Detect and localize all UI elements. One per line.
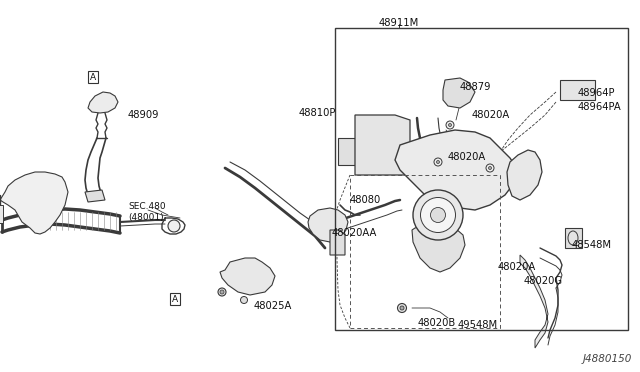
Polygon shape <box>220 258 275 295</box>
Ellipse shape <box>449 124 451 126</box>
Polygon shape <box>355 115 410 175</box>
Bar <box>335 28 628 330</box>
Polygon shape <box>520 255 548 348</box>
Polygon shape <box>560 80 595 100</box>
Text: 48548M: 48548M <box>572 240 612 250</box>
Ellipse shape <box>168 220 180 232</box>
Text: 48964P: 48964P <box>578 88 616 98</box>
Ellipse shape <box>434 158 442 166</box>
Polygon shape <box>0 172 68 234</box>
Ellipse shape <box>397 304 406 312</box>
Polygon shape <box>395 130 518 210</box>
Text: 48020G: 48020G <box>524 276 563 286</box>
Text: (48001): (48001) <box>128 213 164 222</box>
Ellipse shape <box>220 290 224 294</box>
Ellipse shape <box>413 190 463 240</box>
Ellipse shape <box>486 164 494 172</box>
Text: 48020A: 48020A <box>472 110 510 120</box>
Text: 48909: 48909 <box>128 110 159 120</box>
Ellipse shape <box>436 160 440 164</box>
Text: 48020A: 48020A <box>448 152 486 162</box>
Ellipse shape <box>400 306 404 310</box>
Ellipse shape <box>431 208 445 222</box>
Polygon shape <box>565 228 582 248</box>
Text: 48911M: 48911M <box>379 18 419 28</box>
Polygon shape <box>85 190 105 202</box>
Text: 49548M: 49548M <box>458 320 498 330</box>
Text: 48964PA: 48964PA <box>578 102 621 112</box>
Bar <box>350 175 500 328</box>
Ellipse shape <box>218 288 226 296</box>
Polygon shape <box>338 138 355 165</box>
Ellipse shape <box>488 167 492 170</box>
Polygon shape <box>443 78 475 108</box>
Polygon shape <box>88 92 118 113</box>
Bar <box>0 205 3 223</box>
Text: SEC.480: SEC.480 <box>128 202 166 211</box>
Text: 48879: 48879 <box>460 82 492 92</box>
Polygon shape <box>308 208 348 242</box>
Polygon shape <box>507 150 542 200</box>
Text: 48025A: 48025A <box>254 301 292 311</box>
Text: J4880150: J4880150 <box>582 354 632 364</box>
Polygon shape <box>412 224 465 272</box>
Text: 48020A: 48020A <box>498 262 536 272</box>
Ellipse shape <box>241 296 248 304</box>
Polygon shape <box>330 230 345 255</box>
Ellipse shape <box>568 231 578 245</box>
Ellipse shape <box>446 121 454 129</box>
Text: A: A <box>90 73 96 81</box>
Text: A: A <box>172 295 178 304</box>
Text: 48080: 48080 <box>350 195 381 205</box>
Text: 48020AA: 48020AA <box>332 228 378 238</box>
Ellipse shape <box>420 198 456 232</box>
Text: 48810P: 48810P <box>299 108 336 118</box>
Text: 48020B: 48020B <box>418 318 456 328</box>
